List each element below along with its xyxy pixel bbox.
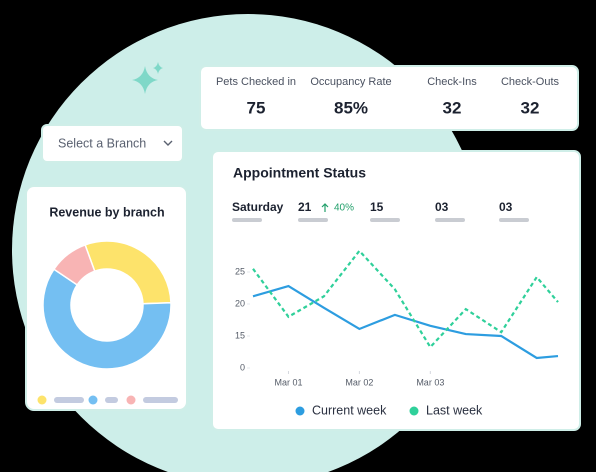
summary-item: 03 bbox=[499, 200, 513, 214]
x-tick-label: Mar 01 bbox=[274, 377, 302, 387]
sparkle bbox=[132, 66, 158, 94]
stats: Pets Checked in 75 Occupancy Rate 85% Check-… bbox=[216, 76, 560, 118]
stat-value: 75 bbox=[247, 98, 266, 117]
series-line bbox=[252, 249, 559, 349]
legend-marker bbox=[295, 406, 305, 416]
summary-change: 40% bbox=[334, 203, 354, 214]
summary: 21 15 03 03 bbox=[298, 200, 529, 222]
legend-label: Current week bbox=[312, 403, 387, 417]
stat-label: Check-Ins bbox=[427, 76, 477, 88]
donut-slice bbox=[84, 240, 172, 305]
placeholder bbox=[232, 218, 262, 222]
placeholder bbox=[54, 397, 84, 403]
stat-value: 85% bbox=[334, 98, 368, 117]
donut-slice bbox=[42, 268, 172, 370]
branch-select[interactable] bbox=[41, 124, 184, 163]
legend-dot bbox=[37, 395, 47, 405]
summary-item: 21 bbox=[298, 200, 312, 214]
line-chart: 0 15 20 25 Mar 01 Mar 02 Mar 03 Current week Las… bbox=[235, 249, 559, 417]
series-line bbox=[252, 284, 559, 360]
up-arrow bbox=[321, 203, 329, 212]
x-tick-label: Mar 03 bbox=[416, 377, 444, 387]
stat-value: 32 bbox=[443, 98, 462, 117]
y-tick-label: 0 bbox=[240, 362, 245, 372]
stat-label: Check-Outs bbox=[501, 76, 560, 88]
placeholder bbox=[499, 218, 529, 222]
chart-title: Appointment Status bbox=[233, 165, 366, 181]
donut-slice bbox=[52, 243, 96, 286]
stat-label: Occupancy Rate bbox=[310, 76, 391, 88]
stat-value: 32 bbox=[521, 98, 540, 117]
legend-dot bbox=[88, 395, 98, 405]
placeholder bbox=[370, 218, 400, 222]
x-tick-label: Mar 02 bbox=[345, 377, 373, 387]
y-tick-label: 25 bbox=[235, 266, 245, 276]
chevron bbox=[163, 140, 173, 146]
placeholder bbox=[105, 397, 118, 403]
placeholder bbox=[435, 218, 465, 222]
summary-item: 03 bbox=[435, 200, 449, 214]
legend-label: Last week bbox=[426, 403, 483, 417]
branch-select-text[interactable]: Select a Branch bbox=[58, 136, 146, 150]
stats-card bbox=[199, 65, 579, 131]
chart-title: Revenue by branch bbox=[49, 205, 164, 219]
legend-marker bbox=[409, 406, 419, 416]
donut bbox=[37, 240, 178, 405]
legend-dot bbox=[126, 395, 136, 405]
y-tick-label: 15 bbox=[235, 330, 245, 340]
y-tick-label: 20 bbox=[235, 298, 245, 308]
summary-day: Saturday bbox=[232, 200, 284, 214]
stat-label: Pets Checked in bbox=[216, 76, 296, 88]
placeholder bbox=[143, 397, 178, 403]
placeholder bbox=[298, 218, 328, 222]
sparkle bbox=[153, 62, 163, 74]
summary-item: 15 bbox=[370, 200, 384, 214]
